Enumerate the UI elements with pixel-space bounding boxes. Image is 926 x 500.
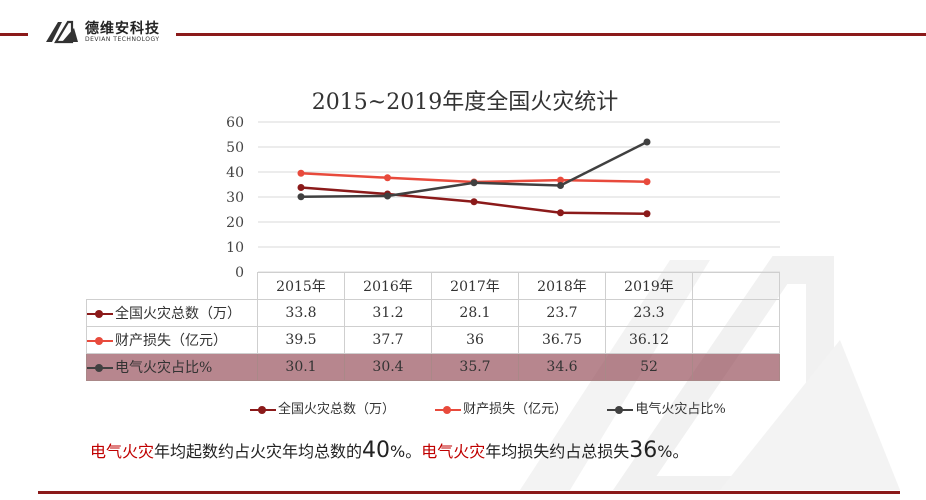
data-label: 28.1	[431, 299, 519, 327]
category-label: 2016年	[344, 272, 432, 300]
series-label-loss: 财产损失（亿元）	[86, 326, 258, 354]
y-tick-label: 20	[226, 215, 244, 231]
category-label: 2018年	[518, 272, 606, 300]
category-label: 2019年	[605, 272, 693, 300]
header-rule-right	[176, 33, 926, 36]
table-empty-cell	[692, 272, 780, 300]
series-line	[300, 140, 648, 198]
y-tick-label: 40	[226, 165, 244, 181]
summary-number: 36	[629, 438, 658, 463]
table-empty-cell	[692, 299, 780, 327]
data-point	[384, 174, 391, 182]
chart-series	[297, 138, 651, 218]
data-label: 23.3	[605, 299, 693, 327]
data-point	[297, 184, 305, 191]
table-row: 财产损失（亿元） 39.5 37.7 36 36.75 36.12	[86, 326, 780, 354]
data-label: 36.12	[605, 326, 693, 354]
company-name-english: DEVIAN TECHNOLOGY	[85, 36, 160, 43]
data-label: 30.4	[344, 353, 432, 381]
summary-emphasis: 电气火灾	[90, 442, 155, 461]
data-label: 36	[431, 326, 519, 354]
y-tick-label: 10	[226, 240, 244, 256]
summary-emphasis: 电气火灾	[421, 442, 486, 461]
table-row-highlighted: 电气火灾占比% 30.1 30.4 35.7 34.6 52	[86, 353, 780, 381]
data-point	[557, 176, 564, 184]
y-tick-label: 30	[226, 190, 244, 206]
data-label: 36.75	[518, 326, 606, 354]
summary-segment: %。	[390, 442, 422, 461]
data-label: 35.7	[431, 353, 519, 381]
company-logo	[46, 20, 78, 44]
y-tick-label: 50	[226, 140, 244, 156]
legend-item-loss: 财产损失（亿元）	[435, 398, 567, 417]
data-point	[557, 209, 564, 217]
data-point	[297, 169, 305, 177]
table-corner	[86, 272, 258, 300]
data-point	[297, 193, 305, 201]
summary-segment: 年均损失约占总损失	[485, 442, 630, 461]
data-label: 23.7	[518, 299, 606, 327]
chart-title: 2015~2019年度全国火灾统计	[311, 90, 619, 115]
summary-text: 电气火灾年均起数约占火灾年均总数的40%。电气火灾年均损失约占总损失36%。	[90, 438, 689, 463]
chart-data-table: 2015年 2016年 2017年 2018年 2019年 全国火灾总数（万） …	[86, 272, 780, 381]
summary-segment: 年均起数约占火灾年均总数的	[154, 442, 363, 461]
legend-key-electric	[607, 405, 634, 415]
legend-item-electric: 电气火灾占比%	[607, 398, 726, 417]
category-label: 2015年	[257, 272, 345, 300]
data-point	[470, 179, 478, 187]
legend-key-fires	[87, 309, 113, 319]
footer-rule	[38, 491, 900, 494]
data-point	[643, 210, 651, 218]
series-label-electric: 电气火灾占比%	[86, 353, 258, 381]
summary-segment: %。	[657, 442, 689, 461]
series-label-fires: 全国火灾总数（万）	[86, 299, 258, 327]
legend-key-fires	[250, 405, 276, 415]
header-rule-left	[0, 33, 28, 36]
chart-legend: 全国火灾总数（万） 财产损失（亿元） 电气火灾占比%	[250, 398, 762, 417]
data-label: 31.2	[344, 299, 432, 327]
summary-number: 40	[362, 438, 391, 463]
data-point	[643, 178, 651, 186]
table-empty-cell	[692, 326, 780, 354]
y-tick-label: 60	[226, 115, 244, 131]
data-label: 37.7	[344, 326, 432, 354]
data-label: 39.5	[257, 326, 345, 354]
data-point	[470, 198, 478, 206]
category-label: 2017年	[431, 272, 519, 300]
data-point	[643, 138, 651, 146]
data-label: 33.8	[257, 299, 345, 327]
legend-key-loss	[435, 405, 462, 415]
legend-key-electric	[87, 363, 113, 373]
table-header-row: 2015年 2016年 2017年 2018年 2019年	[86, 272, 780, 300]
legend-item-fires: 全国火灾总数（万）	[250, 398, 395, 417]
company-name: 德维安科技	[85, 21, 160, 37]
legend-key-loss	[87, 336, 113, 346]
data-label: 52	[605, 353, 693, 381]
data-point	[557, 182, 564, 189]
data-label: 34.6	[518, 353, 606, 381]
data-point	[384, 192, 391, 200]
table-empty-cell	[692, 353, 780, 381]
table-row: 全国火灾总数（万） 33.8 31.2 28.1 23.7 23.3	[86, 299, 780, 327]
data-label: 30.1	[257, 353, 345, 381]
